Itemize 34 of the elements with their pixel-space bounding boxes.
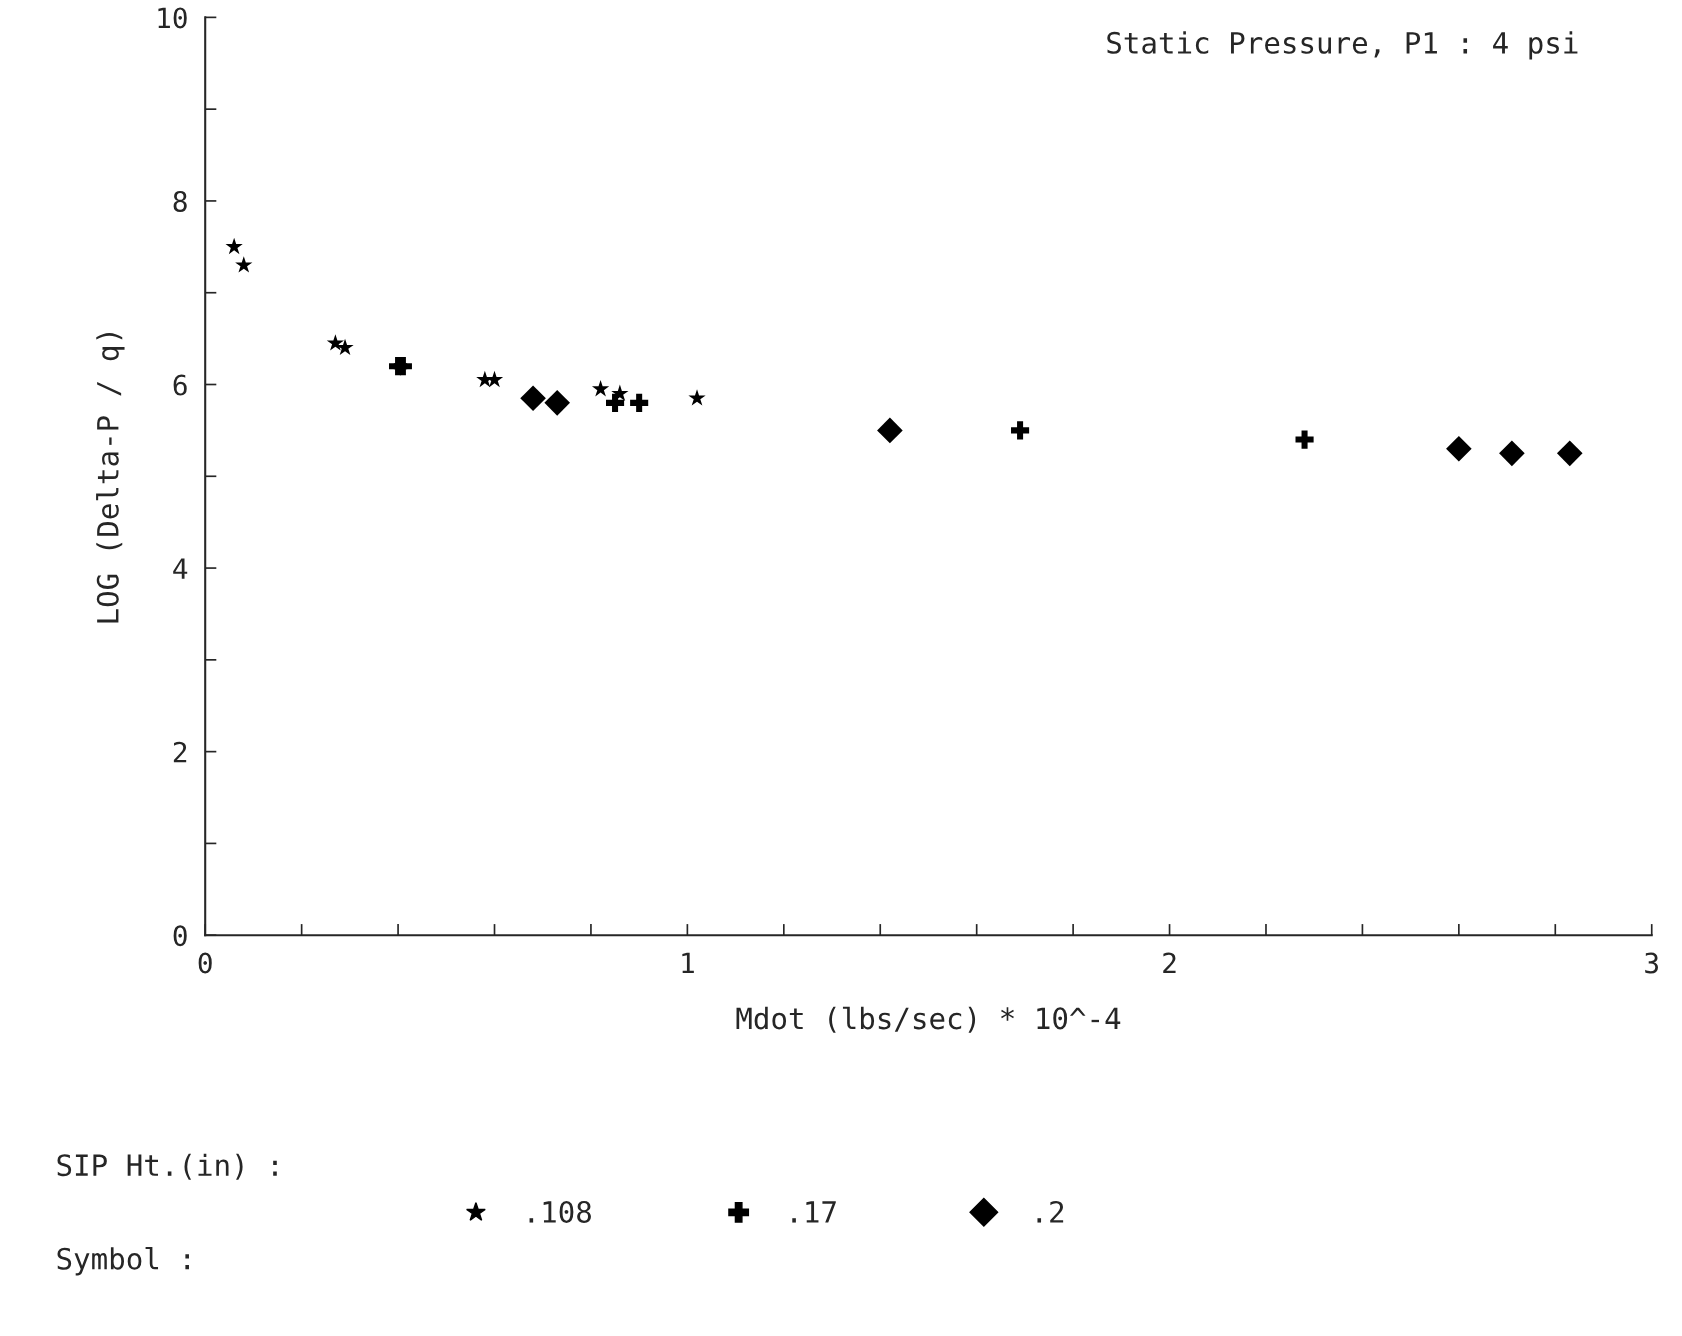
x-tick-label: 0 [198, 952, 212, 974]
point [591, 380, 610, 397]
x-tick-label: 2 [1163, 952, 1176, 974]
legend-title: SIP Ht.(in) : [57, 1153, 277, 1180]
y-axis-title: LOG (Delta-P / q) [96, 333, 125, 623]
x-tick-label: 1 [682, 952, 694, 974]
point [688, 389, 706, 406]
legend-label: .108 [529, 1200, 591, 1223]
point [235, 256, 253, 273]
point [225, 237, 243, 255]
point [630, 393, 649, 412]
point [1011, 421, 1030, 440]
point [393, 357, 412, 376]
point [544, 390, 570, 416]
y-tick-label: 10 [158, 7, 187, 29]
point [1499, 440, 1525, 467]
x-tick-label: 3 [1645, 952, 1658, 974]
y-tick-label: 6 [173, 374, 187, 396]
y-tick-label: 8 [173, 190, 187, 212]
point [1446, 435, 1472, 462]
x-axis-title: Mdot (lbs/sec) * 10^-4 [736, 1006, 1121, 1033]
legend-label: .17 [792, 1201, 836, 1223]
point [520, 385, 546, 412]
point [1556, 440, 1583, 467]
point [606, 393, 625, 412]
text: Symbol : [57, 1246, 189, 1276]
y-tick-label: 2 [173, 741, 187, 763]
point [877, 417, 903, 444]
chart-title: Static Pressure, P1 : 4 psi [1107, 31, 1578, 60]
y-tick-label: 4 [173, 558, 188, 579]
y-tick-label: 0 [173, 925, 187, 947]
legend-label: .2 [1037, 1200, 1064, 1223]
point [326, 334, 344, 351]
point [1295, 430, 1314, 449]
